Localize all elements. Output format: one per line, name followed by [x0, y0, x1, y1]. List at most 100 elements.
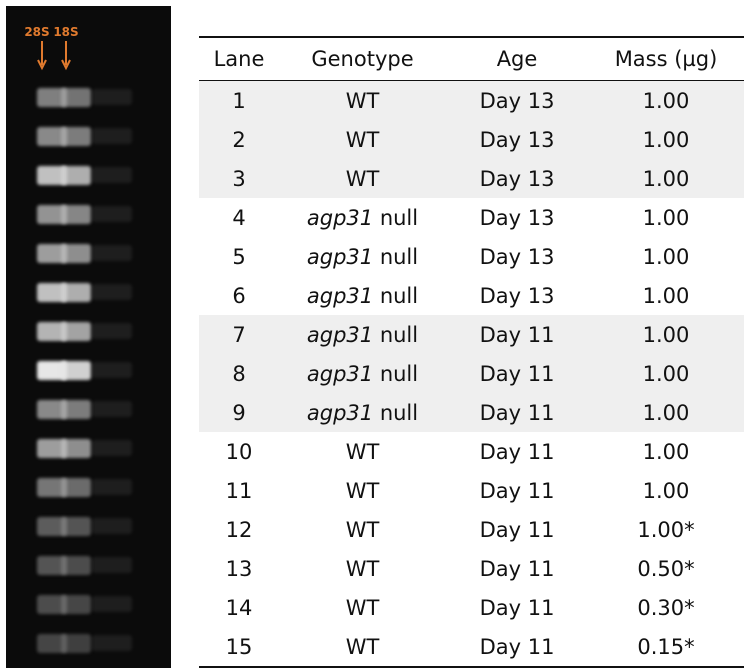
band-smear	[92, 245, 132, 261]
cell-lane: 8	[199, 354, 279, 393]
band-28s	[37, 322, 67, 341]
band-18s	[61, 322, 91, 341]
band-18s	[61, 634, 91, 653]
cell-mass: 0.30*	[637, 595, 695, 620]
cell-mass: 1.00	[642, 283, 690, 308]
cell-mass: 1.00	[588, 159, 744, 198]
gel-lane	[6, 351, 171, 390]
cell-age: Day 11	[446, 354, 588, 393]
table-row: 11 WT Day 11 1.00	[199, 471, 744, 510]
cell-age: Day 13	[446, 120, 588, 159]
genotype-text: null	[373, 244, 419, 269]
band-smear	[92, 362, 132, 378]
band-18s	[61, 127, 91, 146]
cell-lane: 2	[199, 120, 279, 159]
cell-genotype: WT	[279, 80, 446, 120]
marker-18s-arrow-icon	[61, 41, 71, 71]
cell-genotype: WT	[279, 120, 446, 159]
cell-age: Day 11	[479, 439, 555, 464]
band-smear	[92, 557, 132, 573]
cell-genotype: WT	[279, 159, 446, 198]
band-28s	[37, 634, 67, 653]
gel-lane	[6, 507, 171, 546]
band-18s	[61, 244, 91, 263]
cell-lane: 10	[225, 439, 253, 464]
cell-lane: 15	[199, 627, 279, 668]
cell-lane: 14	[225, 595, 253, 620]
cell-lane: 1	[199, 80, 279, 120]
cell-lane: 13	[225, 556, 253, 581]
cell-age: Day 11	[446, 393, 588, 432]
marker-18s-label: 18S	[53, 25, 79, 39]
cell-genotype: agp31 null	[279, 354, 446, 393]
gel-lane	[6, 390, 171, 429]
band-smear	[92, 323, 132, 339]
table-row: 15 WT Day 11 0.15*	[199, 627, 744, 668]
cell-age: Day 13	[446, 80, 588, 120]
cell-genotype: WT	[279, 432, 446, 471]
band-smear	[92, 284, 132, 300]
table-row: 2 WT Day 13 1.00	[199, 120, 744, 159]
genotype-text: null	[373, 322, 419, 347]
header-genotype: Genotype	[279, 36, 446, 81]
cell-age: Day 11	[479, 556, 555, 581]
cell-mass: 1.00*	[637, 517, 695, 542]
cell-genotype: WT	[279, 549, 446, 588]
band-smear	[92, 401, 132, 417]
band-28s	[37, 127, 67, 146]
genotype-text: WT	[345, 439, 380, 464]
cell-mass: 1.00	[642, 478, 690, 503]
table-row: 3 WT Day 13 1.00	[199, 159, 744, 198]
cell-mass: 0.50*	[637, 556, 695, 581]
marker-28s-label: 28S	[24, 25, 50, 39]
cell-age: Day 11	[446, 627, 588, 668]
table-row: 8 agp31 null Day 11 1.00	[199, 354, 744, 393]
cell-genotype: agp31 null	[279, 198, 446, 237]
band-18s	[61, 595, 91, 614]
band-smear	[92, 128, 132, 144]
band-smear	[92, 89, 132, 105]
table-row: 6 agp31 null Day 13 1.00	[199, 276, 744, 315]
band-28s	[37, 166, 67, 185]
cell-mass: 1.00	[588, 120, 744, 159]
cell-genotype: agp31 null	[279, 393, 446, 432]
genotype-text: null	[373, 283, 419, 308]
gel-lane	[6, 156, 171, 195]
cell-genotype: agp31 null	[279, 237, 446, 276]
band-smear	[92, 440, 132, 456]
genotype-text: WT	[345, 556, 380, 581]
cell-age: Day 11	[479, 595, 555, 620]
genotype-gene-name: agp31	[306, 205, 374, 230]
genotype-text: WT	[345, 88, 380, 113]
band-smear	[92, 167, 132, 183]
cell-lane: 6	[232, 283, 246, 308]
sample-table-container: Lane Genotype Age Mass (µg) 1 WT Day 13 1.0…	[199, 36, 744, 668]
gel-lane	[6, 546, 171, 585]
genotype-text: null	[373, 361, 419, 386]
band-28s	[37, 361, 67, 380]
band-18s	[61, 478, 91, 497]
band-28s	[37, 244, 67, 263]
band-18s	[61, 166, 91, 185]
band-smear	[92, 206, 132, 222]
band-smear	[92, 479, 132, 495]
band-28s	[37, 556, 67, 575]
genotype-gene-name: agp31	[306, 283, 374, 308]
cell-lane: 3	[199, 159, 279, 198]
genotype-text: WT	[345, 478, 380, 503]
cell-age: Day 13	[479, 205, 555, 230]
table-row: 9 agp31 null Day 11 1.00	[199, 393, 744, 432]
cell-mass: 1.00	[588, 80, 744, 120]
table-row: 7 agp31 null Day 11 1.00	[199, 315, 744, 354]
band-18s	[61, 205, 91, 224]
band-smear	[92, 518, 132, 534]
band-smear	[92, 635, 132, 651]
gel-image: 28S 18S	[6, 6, 171, 668]
table-row: 1 WT Day 13 1.00	[199, 80, 744, 120]
cell-genotype: WT	[279, 510, 446, 549]
marker-28s-arrow-icon	[37, 41, 47, 71]
gel-lane	[6, 585, 171, 624]
cell-age: Day 11	[479, 478, 555, 503]
gel-lane	[6, 273, 171, 312]
table-row: 10 WT Day 11 1.00	[199, 432, 744, 471]
